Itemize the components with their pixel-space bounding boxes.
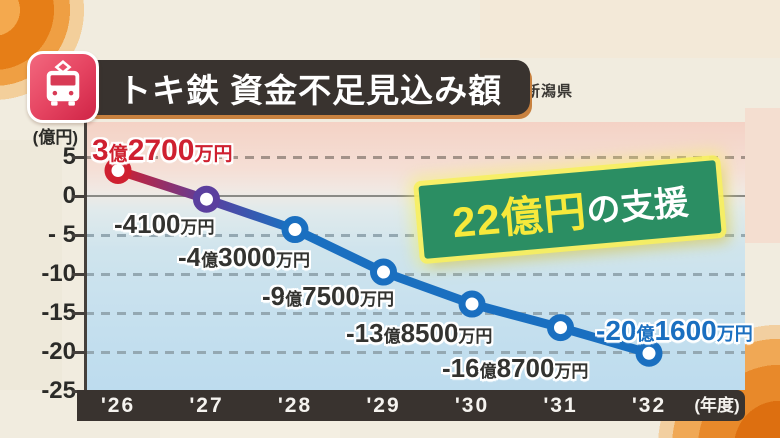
grid-line xyxy=(85,272,745,276)
y-axis-unit-label: (億円) xyxy=(32,128,78,147)
y-axis-tick xyxy=(72,272,85,276)
label-unit: 万円 xyxy=(194,144,233,165)
label-number: 3000 xyxy=(218,242,276,272)
data-point-label: 3億2700万円 xyxy=(92,134,232,168)
data-point-marker xyxy=(281,216,309,244)
x-tick-label: '30 xyxy=(454,394,490,417)
grid-line xyxy=(85,311,745,315)
x-axis-unit-label: (年度) xyxy=(694,396,740,415)
label-unit: 億 xyxy=(383,327,401,346)
label-unit: 万円 xyxy=(275,251,310,270)
data-point-label: -4100万円 xyxy=(114,209,215,240)
x-axis-band: (年度) '26 '27 '28 '29 '30 '31 '32 xyxy=(77,390,745,421)
x-tick-label: '26 xyxy=(100,394,136,417)
train-icon-badge xyxy=(27,51,99,123)
grid-line xyxy=(85,233,745,237)
y-axis-tick xyxy=(72,350,85,354)
label-number: 7500 xyxy=(302,281,360,311)
y-tick-label: -15 xyxy=(41,299,76,326)
label-number: -20 xyxy=(596,315,637,346)
label-number: 8700 xyxy=(496,353,555,383)
y-axis-tick xyxy=(72,311,85,315)
label-unit: 億 xyxy=(108,144,128,165)
y-tick-label: 0 xyxy=(62,182,76,209)
label-number: 2700 xyxy=(127,134,195,167)
data-point-label: -4億3000万円 xyxy=(178,242,310,273)
label-number: -16 xyxy=(442,353,480,383)
label-unit: 億 xyxy=(285,290,303,309)
background-patch xyxy=(745,108,780,243)
x-tick-label: '31 xyxy=(543,394,578,417)
label-number: -4 xyxy=(178,242,202,272)
label-unit: 万円 xyxy=(180,218,215,237)
y-tick-label: 5 xyxy=(62,143,76,170)
y-tick-label: -25 xyxy=(41,377,76,404)
grid-line xyxy=(85,350,745,354)
x-tick-label: '32 xyxy=(631,394,667,417)
y-tick-label: -10 xyxy=(41,260,76,287)
chart-title-bar: トキ鉄 資金不足見込み額 xyxy=(88,60,531,115)
label-unit: 万円 xyxy=(554,362,589,381)
x-tick-label: '28 xyxy=(277,394,313,417)
label-unit: 万円 xyxy=(716,324,753,344)
zero-grid-line xyxy=(85,195,745,197)
y-tick-label: -20 xyxy=(41,338,76,365)
label-unit: 億 xyxy=(479,362,497,381)
data-point-marker xyxy=(370,258,397,286)
data-point-marker xyxy=(104,156,132,184)
annotation-highlight-text: 22億円 xyxy=(450,187,589,247)
grid-line xyxy=(85,155,745,159)
label-number: -13 xyxy=(346,318,384,348)
label-number: 3 xyxy=(92,134,109,167)
data-point-marker xyxy=(635,339,663,367)
x-tick-label: '27 xyxy=(189,394,224,417)
trend-line-chart xyxy=(104,156,663,367)
label-number: 1600 xyxy=(654,315,717,346)
data-point-marker xyxy=(193,185,220,213)
data-point-label: -16億8700万円 xyxy=(442,353,588,384)
data-point-marker xyxy=(458,290,486,318)
y-tick-label: - 5 xyxy=(47,221,76,248)
chart-title: トキ鉄 資金不足見込み額 xyxy=(118,71,503,109)
y-axis-tick xyxy=(72,233,85,237)
y-axis-tick xyxy=(72,194,85,198)
background-patch xyxy=(480,0,780,58)
label-number: 8500 xyxy=(400,318,459,348)
label-number: -4100 xyxy=(114,209,181,239)
train-icon xyxy=(37,59,89,116)
label-unit: 万円 xyxy=(359,290,394,309)
label-unit: 億 xyxy=(201,251,219,270)
y-axis-tick xyxy=(72,155,85,159)
label-unit: 万円 xyxy=(458,327,493,346)
label-number: -9 xyxy=(262,281,286,311)
y-axis-line xyxy=(84,122,87,390)
data-point-marker xyxy=(547,314,574,342)
annotation-suffix-text: の支援 xyxy=(584,183,690,231)
background-patch xyxy=(160,420,340,438)
x-tick-label: '29 xyxy=(366,394,401,417)
data-point-label: -20億1600万円 xyxy=(596,315,753,347)
label-unit: 億 xyxy=(636,324,655,344)
data-point-label: -9億7500万円 xyxy=(262,281,394,312)
data-point-label: -13億8500万円 xyxy=(346,318,492,349)
